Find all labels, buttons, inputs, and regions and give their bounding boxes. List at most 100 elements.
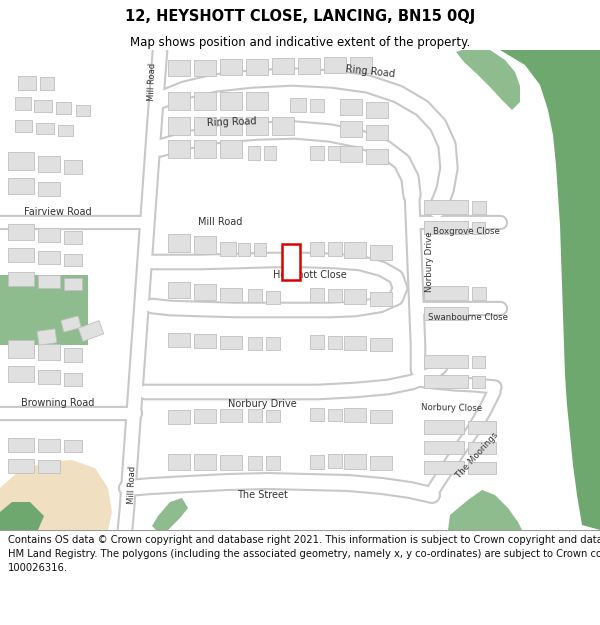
- Bar: [8, 438, 34, 452]
- Bar: [310, 455, 324, 469]
- Text: Mill Road: Mill Road: [147, 62, 157, 101]
- Bar: [246, 92, 268, 110]
- Bar: [344, 454, 366, 469]
- Bar: [194, 454, 216, 470]
- Bar: [38, 460, 60, 473]
- Text: Ring Road: Ring Road: [207, 116, 257, 128]
- Bar: [424, 200, 468, 214]
- Bar: [168, 234, 190, 252]
- Bar: [194, 284, 216, 300]
- Bar: [194, 409, 216, 423]
- Text: Swanbourne Close: Swanbourne Close: [428, 312, 508, 321]
- Bar: [194, 117, 216, 135]
- Bar: [468, 442, 496, 454]
- Polygon shape: [78, 321, 104, 341]
- Bar: [194, 59, 216, 76]
- Text: Browning Road: Browning Road: [22, 398, 95, 408]
- Bar: [248, 409, 262, 422]
- Bar: [8, 272, 34, 286]
- Bar: [18, 76, 36, 90]
- Bar: [15, 97, 31, 110]
- Polygon shape: [500, 50, 600, 530]
- Polygon shape: [0, 502, 44, 530]
- Bar: [246, 117, 268, 135]
- Bar: [254, 243, 266, 256]
- Bar: [370, 338, 392, 351]
- Text: Heyshott Close: Heyshott Close: [273, 270, 347, 280]
- Bar: [366, 125, 388, 140]
- Bar: [246, 59, 268, 74]
- Bar: [38, 370, 60, 384]
- Bar: [220, 336, 242, 349]
- Bar: [38, 439, 60, 452]
- Bar: [424, 221, 468, 234]
- Bar: [310, 408, 324, 421]
- Bar: [424, 307, 468, 320]
- Bar: [220, 92, 242, 110]
- Bar: [194, 236, 216, 254]
- Bar: [15, 120, 32, 132]
- Bar: [264, 146, 276, 160]
- Text: Contains OS data © Crown copyright and database right 2021. This information is : Contains OS data © Crown copyright and d…: [8, 535, 600, 573]
- Bar: [424, 355, 468, 368]
- Text: Mill Road: Mill Road: [127, 466, 137, 504]
- Bar: [328, 454, 342, 468]
- Bar: [266, 291, 280, 304]
- Text: Norbury Close: Norbury Close: [421, 403, 482, 413]
- Text: Norbury Drive: Norbury Drive: [425, 232, 434, 292]
- Bar: [344, 336, 366, 350]
- Bar: [220, 59, 242, 75]
- Polygon shape: [152, 498, 188, 530]
- Bar: [38, 275, 60, 288]
- Bar: [168, 92, 190, 110]
- Bar: [64, 231, 82, 244]
- Text: Fairview Road: Fairview Road: [24, 207, 92, 217]
- Bar: [40, 77, 54, 90]
- Polygon shape: [448, 490, 522, 530]
- Bar: [424, 441, 464, 454]
- Bar: [64, 278, 82, 290]
- Text: 12, HEYSHOTT CLOSE, LANCING, BN15 0QJ: 12, HEYSHOTT CLOSE, LANCING, BN15 0QJ: [125, 9, 475, 24]
- Bar: [248, 456, 262, 470]
- Bar: [328, 409, 342, 421]
- Bar: [64, 440, 82, 452]
- Text: The Moorings: The Moorings: [454, 431, 500, 479]
- Bar: [8, 366, 34, 382]
- Text: Ring Road: Ring Road: [345, 64, 395, 79]
- Bar: [38, 251, 60, 264]
- Bar: [168, 333, 190, 347]
- Bar: [36, 123, 54, 134]
- Bar: [344, 408, 366, 422]
- Bar: [38, 228, 60, 242]
- Bar: [340, 146, 362, 162]
- Bar: [248, 337, 262, 350]
- Bar: [328, 242, 342, 256]
- Bar: [328, 289, 342, 302]
- Bar: [340, 121, 362, 137]
- Bar: [194, 334, 216, 348]
- Bar: [56, 102, 71, 114]
- Bar: [370, 456, 392, 470]
- Bar: [168, 60, 190, 76]
- Text: Boxgrove Close: Boxgrove Close: [433, 228, 499, 236]
- Bar: [290, 98, 306, 112]
- Polygon shape: [456, 50, 520, 110]
- Bar: [472, 356, 485, 368]
- Text: Mill Road: Mill Road: [198, 217, 242, 227]
- Bar: [272, 117, 294, 135]
- Bar: [194, 92, 216, 110]
- Bar: [340, 99, 362, 115]
- Bar: [168, 410, 190, 424]
- Text: Map shows position and indicative extent of the property.: Map shows position and indicative extent…: [130, 36, 470, 49]
- Bar: [194, 140, 216, 158]
- Bar: [344, 289, 366, 304]
- Bar: [8, 248, 34, 262]
- Bar: [472, 287, 486, 300]
- Bar: [370, 292, 392, 306]
- Bar: [298, 58, 320, 74]
- Bar: [76, 105, 90, 116]
- Bar: [220, 117, 242, 135]
- Bar: [8, 459, 34, 473]
- Bar: [310, 288, 324, 302]
- Bar: [248, 289, 262, 302]
